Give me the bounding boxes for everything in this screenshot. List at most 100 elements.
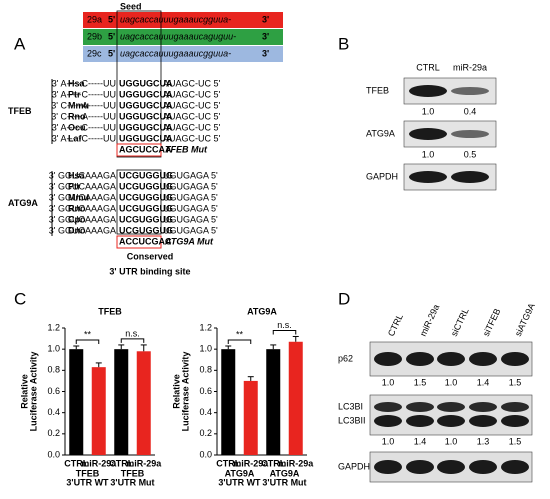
bar: [69, 349, 84, 455]
mirna-end: 3': [262, 14, 269, 24]
group-label: 3'UTR Mut: [262, 477, 306, 487]
chart-title: ATG9A: [247, 306, 277, 316]
seed-box: [116, 169, 162, 235]
blot-label: GAPDH: [366, 171, 398, 181]
x-tick-label: miR-29a: [81, 458, 117, 468]
mirna-end: 5': [108, 48, 115, 58]
seq-left: 3' A-----C-----UU: [52, 133, 116, 143]
band: [437, 352, 465, 366]
seq-right: AUAGC-UC 5': [163, 78, 221, 88]
band: [406, 415, 434, 427]
species: Mmu: [68, 192, 89, 202]
band: [437, 415, 465, 427]
bar: [288, 341, 303, 455]
mut-box: [116, 143, 162, 157]
group-label: ATG9A: [225, 468, 255, 478]
lane-label: siCTRL: [449, 306, 471, 337]
seq-right: AUAGC-UC 5': [163, 133, 221, 143]
species: Rno: [68, 203, 86, 213]
band: [469, 415, 497, 427]
group-label: 3'UTR Mut: [110, 477, 154, 487]
quant: 1.4: [414, 436, 427, 446]
chart-title: TFEB: [98, 306, 122, 316]
species: Rno: [68, 111, 86, 121]
blot-label: LC3BII: [338, 415, 366, 425]
gene-label: ATG9A: [8, 198, 38, 208]
band: [437, 402, 465, 412]
y-tick-label: 0.6: [199, 386, 212, 396]
caption: 3' UTR binding site: [109, 266, 190, 276]
seq-seed: UCGUGGUG: [119, 214, 173, 224]
band: [451, 87, 489, 95]
lane-label: siATG9A: [513, 302, 537, 338]
seq-left: 3' C-----A-----UU: [51, 100, 116, 110]
blot-label: ATG9A: [366, 128, 395, 138]
y-axis-label: Relative: [19, 374, 29, 409]
species: Mmu: [68, 100, 89, 110]
quant: 1.0: [382, 377, 395, 387]
mut-label: TFEB Mut: [165, 144, 208, 154]
quant: 1.0: [422, 149, 435, 159]
quant: 1.5: [414, 377, 427, 387]
lane-label: siTFEB: [481, 307, 503, 338]
mirna-box: [83, 29, 283, 45]
x-tick-label: miR-29a: [278, 458, 314, 468]
band: [501, 402, 529, 412]
seq-left: 3' GGUCAAAGA: [49, 203, 116, 213]
y-tick-label: 0.6: [47, 386, 60, 396]
sig-label: **: [84, 329, 92, 339]
mirna-end: 5': [108, 31, 115, 41]
panel-label: C: [14, 289, 26, 308]
species: Ptr: [68, 181, 81, 191]
panel-label: D: [338, 289, 350, 308]
x-tick-label: CTRL: [261, 458, 285, 468]
y-tick-label: 0.4: [47, 407, 60, 417]
seq-right: AUAGC-UC 5': [163, 100, 221, 110]
seq-left: 3' GGUCAAAGA: [49, 214, 116, 224]
y-tick-label: 1.0: [199, 344, 212, 354]
quant: 0.4: [464, 106, 477, 116]
mirna-box: [83, 12, 283, 28]
mut-seq: ACCUCGAC: [119, 236, 172, 246]
seq-seed: UGGUGCUA: [119, 111, 173, 121]
y-axis-label: Luciferase Activity: [180, 352, 190, 432]
seq-right: UGUGAGA 5': [163, 181, 218, 191]
mirna-box: [83, 46, 283, 62]
quant: 1.5: [509, 377, 522, 387]
seq-left: 3' A-----C-----UU: [52, 78, 116, 88]
mirna-seq: uagcaccauuugaaaucgguua-: [120, 48, 231, 58]
group-label: TFEB: [76, 468, 100, 478]
blot-label: TFEB: [366, 85, 389, 95]
mirna-name: 29b: [87, 31, 102, 41]
x-tick-label: CTRL: [216, 458, 240, 468]
seq-left: 3' GGUCAAAGA: [49, 192, 116, 202]
y-tick-label: 0.8: [199, 365, 212, 375]
quant: 1.0: [445, 377, 458, 387]
bar: [114, 349, 129, 455]
quant: 1.4: [477, 377, 490, 387]
quant: 1.5: [509, 436, 522, 446]
band: [451, 130, 489, 138]
sig-label: n.s.: [125, 328, 140, 338]
band: [409, 128, 447, 140]
seq-right: UGUGAGA 5': [163, 214, 218, 224]
seq-right: AUAGC-UC 5': [163, 111, 221, 121]
sig-label: **: [236, 329, 244, 339]
species: Cpo: [68, 214, 86, 224]
mirna-seq: uagcaccauuugaaaucaguguu-: [120, 31, 236, 41]
seq-seed: UGGUGCUA: [119, 100, 173, 110]
seq-left: 3' C-----A-----UU: [51, 111, 116, 121]
species: Ptr: [68, 89, 81, 99]
lane-label: CTRL: [386, 312, 405, 338]
y-tick-label: 0.0: [47, 449, 60, 459]
mirna-seq: uagcaccauuugaaaucgguua-: [120, 14, 231, 24]
y-axis-label: Relative: [171, 374, 181, 409]
bar: [136, 351, 151, 455]
mirna-end: 3': [262, 48, 269, 58]
band: [437, 460, 465, 474]
seq-right: AUAGC-UC 5': [163, 89, 221, 99]
blot-label: p62: [338, 353, 353, 363]
quant: 1.0: [382, 436, 395, 446]
lane-label: miR-29a: [453, 62, 487, 72]
band: [374, 352, 402, 366]
